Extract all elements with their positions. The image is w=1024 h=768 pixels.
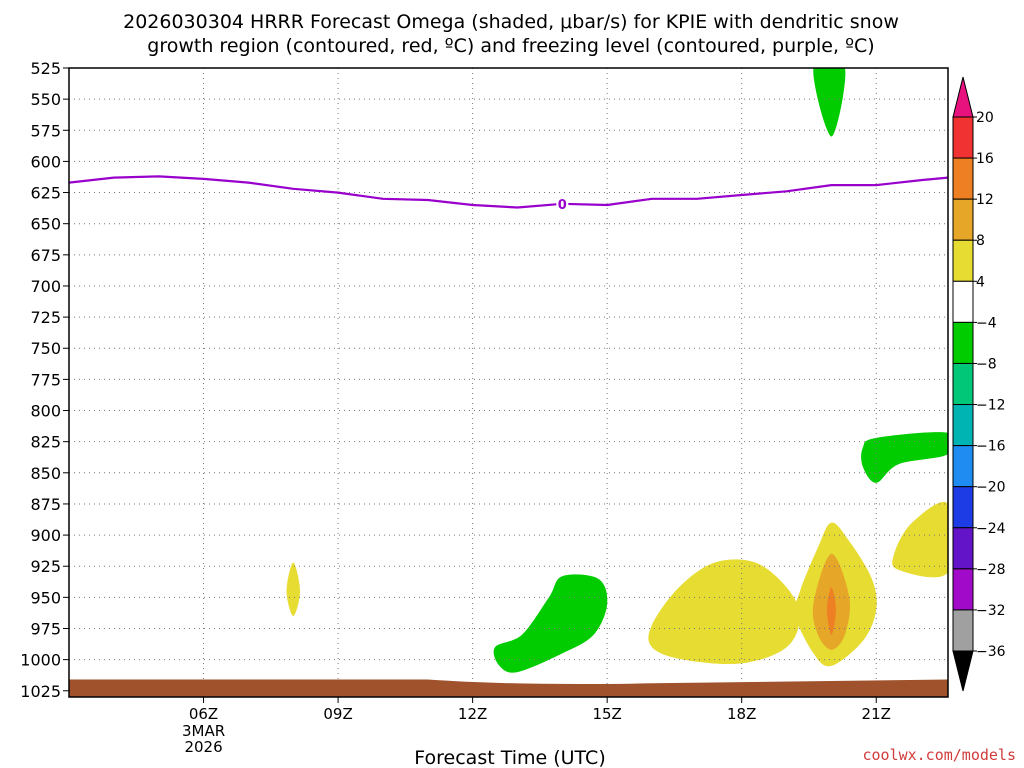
colorbar-label-9: −20 [976, 480, 1006, 496]
y-tick-label-600: 600 [30, 152, 61, 171]
x-tick-label-09Z: 09Z [323, 705, 352, 723]
colorbar-label-2: 12 [976, 192, 994, 208]
chart-title-line1: 2026030304 HRRR Forecast Omega (shaded, … [123, 11, 899, 33]
y-tick-label-825: 825 [30, 433, 61, 452]
colorbar-label-10: −24 [976, 521, 1006, 537]
x-tick-label-06Z: 06Z [189, 705, 218, 723]
colorbar-segment-11 [952, 568, 974, 611]
colorbar-segment-4 [952, 280, 974, 323]
y-tick-label-975: 975 [30, 619, 61, 638]
x-tick-label-21Z: 21Z [862, 705, 891, 723]
plot-area: 0 [69, 68, 948, 697]
y-tick-label-625: 625 [30, 184, 61, 203]
y-tick-label-1025: 1025 [20, 682, 61, 701]
omega-region-2 [493, 574, 608, 673]
y-tick-label-1000: 1000 [20, 651, 61, 670]
colorbar-segment-7 [952, 404, 974, 447]
omega-region-0 [813, 68, 846, 137]
colorbar-label-7: −12 [976, 398, 1006, 414]
freezing-level-line [69, 175, 948, 209]
freezing-level-label: 0 [558, 198, 567, 213]
colorbar-segment-12 [952, 609, 974, 652]
y-tick-label-700: 700 [30, 277, 61, 296]
colorbar-segment-1 [952, 157, 974, 200]
x-tick-label-12Z: 12Z [458, 705, 487, 723]
omega-region-3 [648, 559, 800, 665]
colorbar-segment-2 [952, 198, 974, 241]
colorbar-segment-10 [952, 527, 974, 570]
ground-strip [69, 679, 948, 697]
colorbar-label-12: −32 [976, 603, 1006, 619]
colorbar-label-0: 20 [976, 110, 994, 126]
colorbar-label-6: −8 [976, 356, 997, 372]
date-label-1: 2026 [184, 738, 222, 756]
colorbar-top-arrow [952, 76, 974, 118]
plot-inner: 0 [69, 68, 948, 697]
axes: 525 550 575 600 625 650 675 700 725 750 775 800 825 8… [20, 59, 949, 756]
colorbar-segment-8 [952, 445, 974, 488]
y-tick-label-775: 775 [30, 370, 61, 389]
y-tick-label-950: 950 [30, 588, 61, 607]
omega-region-1 [286, 562, 300, 616]
plot-frame [68, 67, 949, 698]
omega-region-8 [861, 432, 948, 483]
colorbar-bottom-arrow [952, 650, 974, 692]
chart-title-line2: growth region (contoured, red, ºC) and f… [147, 35, 874, 57]
colorbar: 20 16 12 8 4 −4 −8 −12 −16 −20 −24 −28 −32 −36 [952, 76, 1006, 692]
colorbar-label-13: −36 [976, 644, 1006, 660]
y-tick-label-525: 525 [30, 59, 61, 78]
y-tick-label-725: 725 [30, 308, 61, 327]
credit-text: coolwx.com/models [862, 746, 1016, 764]
colorbar-segment-0 [952, 116, 974, 159]
x-tick-label-15Z: 15Z [592, 705, 621, 723]
y-tick-label-750: 750 [30, 339, 61, 358]
omega-region-6 [826, 587, 836, 635]
y-tick-label-900: 900 [30, 526, 61, 545]
y-tick-label-800: 800 [30, 402, 61, 421]
x-axis-label: Forecast Time (UTC) [414, 747, 605, 768]
date-label-0: 3MAR [182, 722, 225, 740]
y-tick-label-675: 675 [30, 246, 61, 265]
x-tick-label-18Z: 18Z [727, 705, 756, 723]
colorbar-label-8: −16 [976, 439, 1006, 455]
colorbar-label-1: 16 [976, 151, 994, 167]
y-tick-label-650: 650 [30, 215, 61, 234]
omega-region-7 [892, 501, 948, 578]
freezing-label-bg [556, 195, 569, 210]
colorbar-segment-3 [952, 239, 974, 282]
y-tick-label-875: 875 [30, 495, 61, 514]
y-tick-label-925: 925 [30, 557, 61, 576]
y-tick-label-850: 850 [30, 464, 61, 483]
colorbar-segment-5 [952, 321, 974, 364]
y-tick-label-575: 575 [30, 121, 61, 140]
colorbar-segment-6 [952, 362, 974, 406]
colorbar-label-11: −28 [976, 562, 1006, 578]
y-tick-label-550: 550 [30, 90, 61, 109]
colorbar-label-5: −4 [976, 315, 997, 331]
colorbar-label-4: 4 [976, 274, 985, 290]
colorbar-segment-9 [952, 486, 974, 529]
colorbar-label-3: 8 [976, 233, 985, 249]
